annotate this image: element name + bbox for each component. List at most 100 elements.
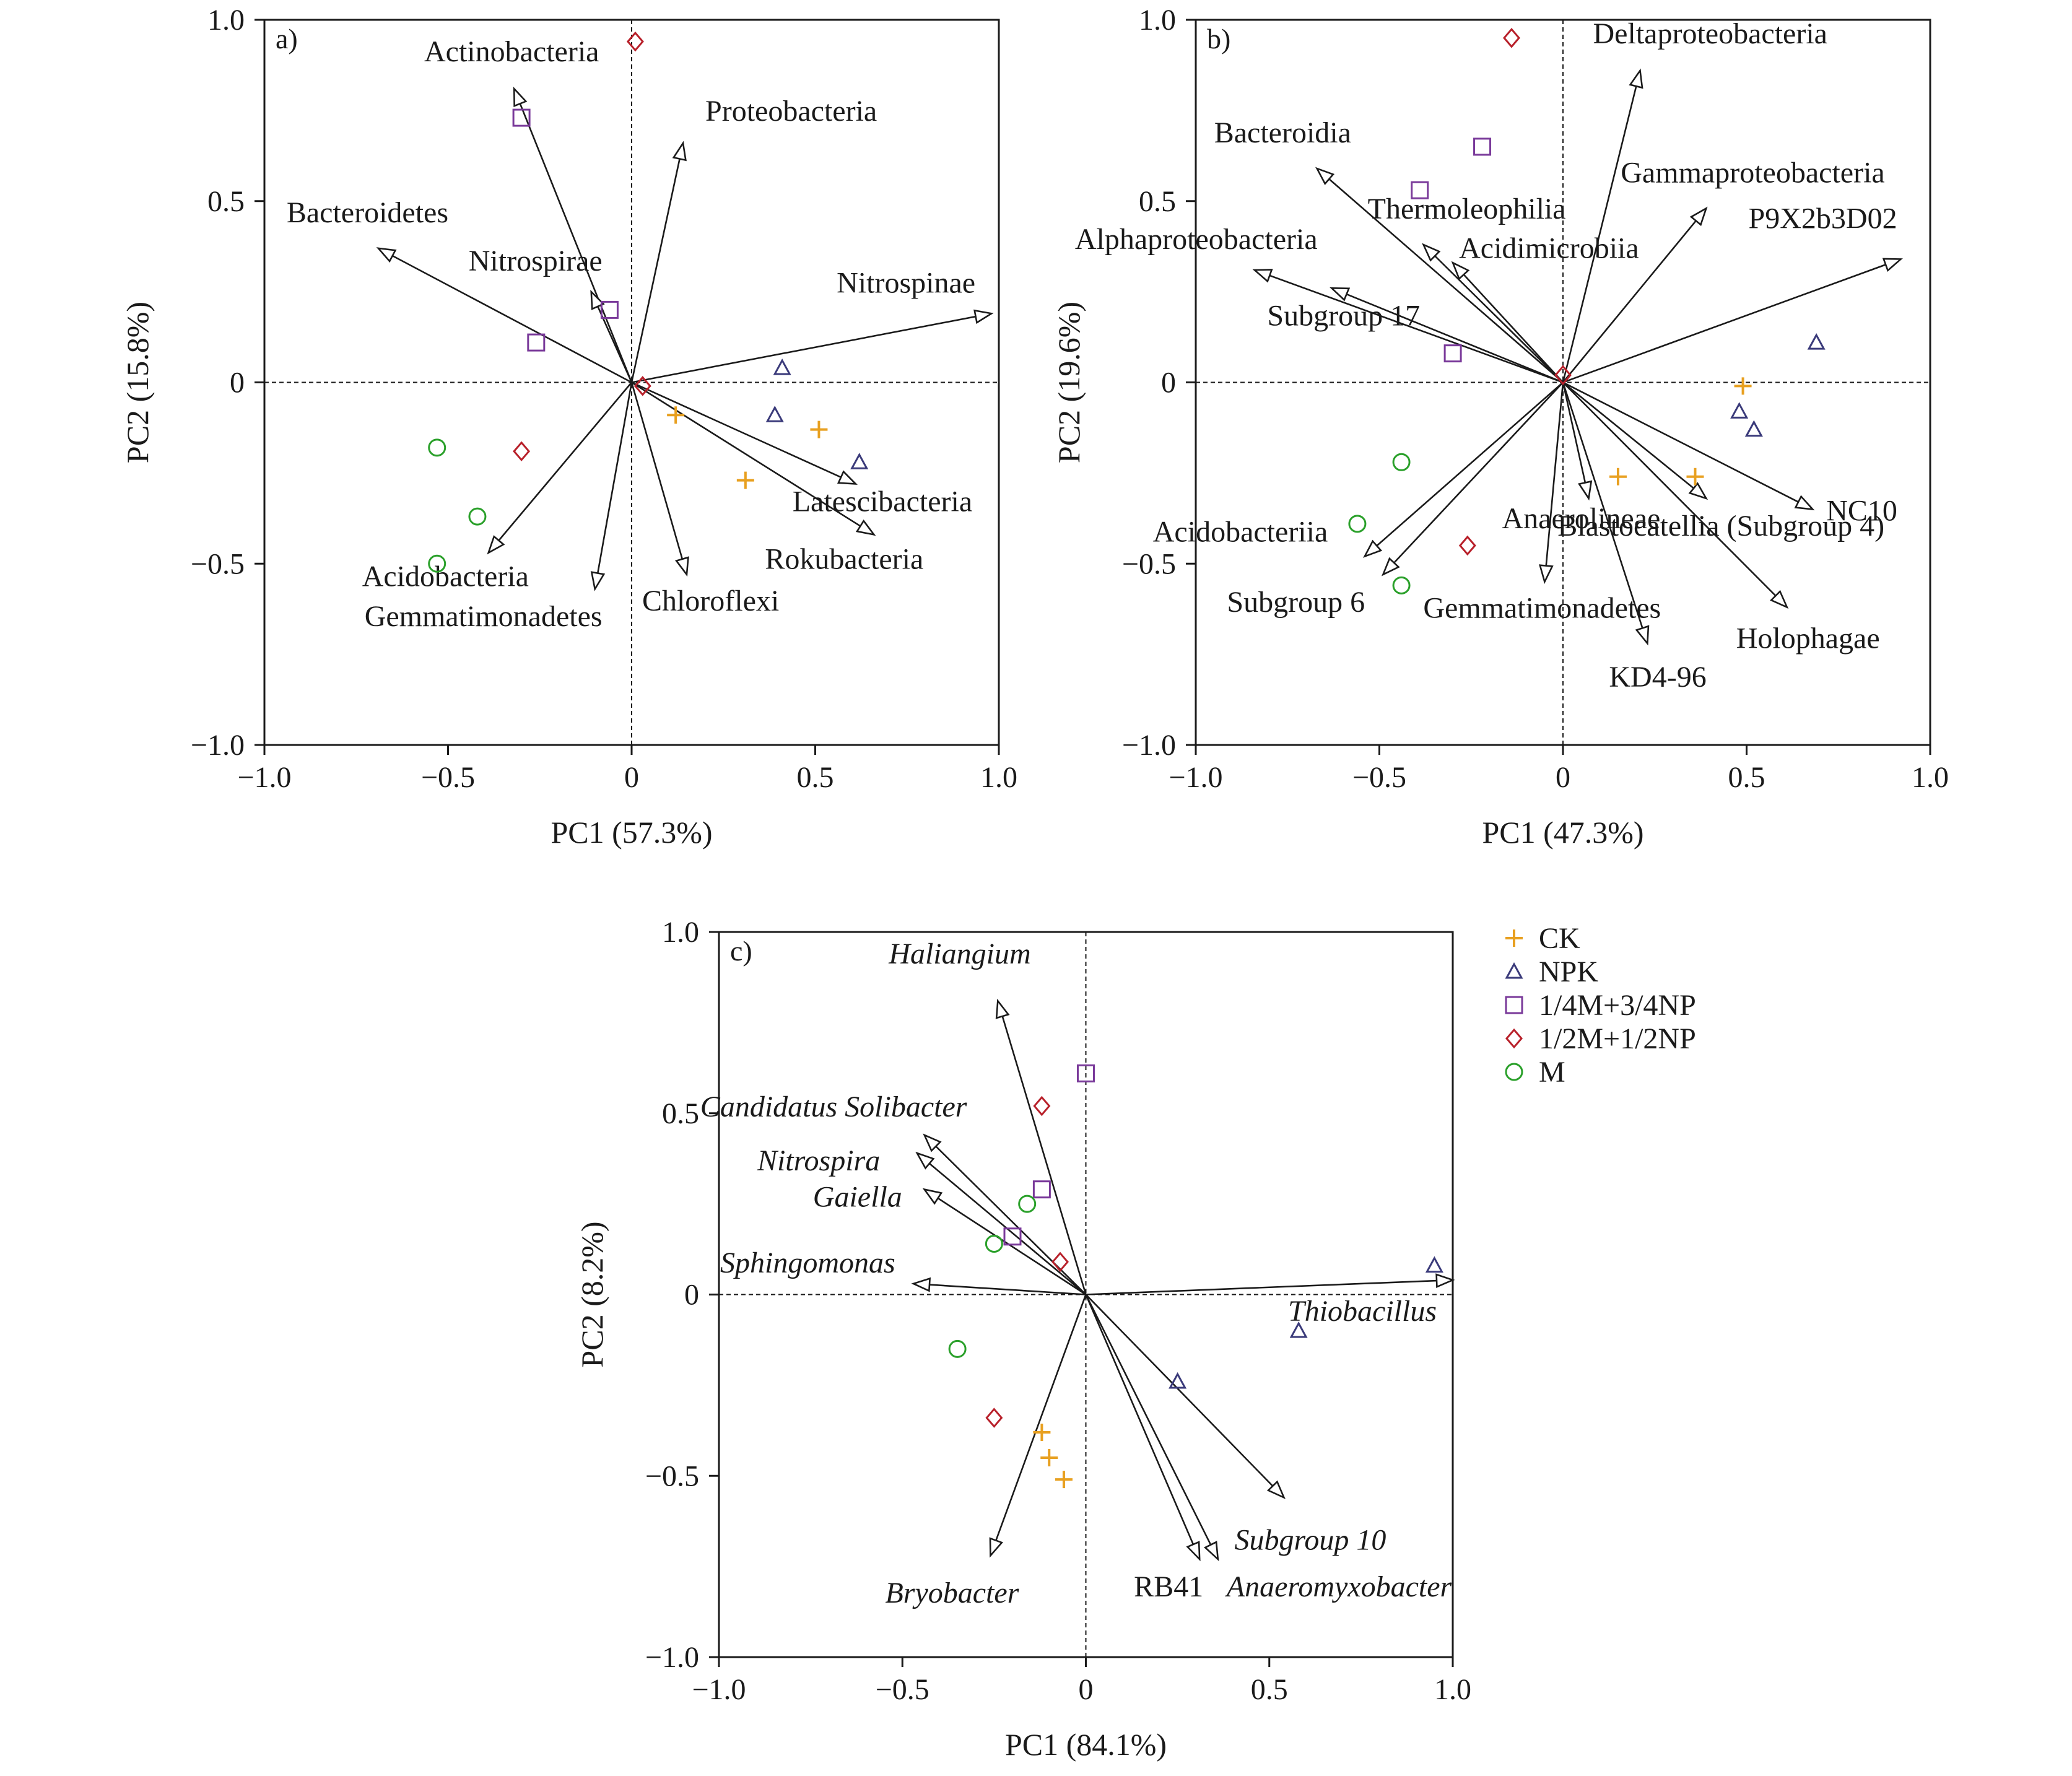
x-tick-label: 1.0	[1434, 1673, 1471, 1706]
y-tick-label: −0.5	[645, 1460, 699, 1492]
vector-label: Holophagae	[1736, 622, 1880, 655]
vector-line	[990, 1294, 1087, 1556]
vector-line	[1562, 381, 1707, 499]
x-tick-label: 0	[624, 761, 639, 794]
vector-arrowhead	[1629, 68, 1643, 89]
vector-gemmatimonadetes: Gemmatimonadetes	[1423, 382, 1661, 625]
vector-arrowhead	[837, 470, 858, 485]
x-tick-label: 1.0	[980, 761, 1017, 794]
vector-arrowhead	[1882, 258, 1903, 272]
vector-rb41: RB41	[1085, 1294, 1203, 1603]
vector-arrowhead	[1315, 167, 1335, 185]
vector-line	[1085, 1294, 1219, 1560]
vector-line	[916, 1152, 1087, 1295]
vector-line	[1085, 1294, 1285, 1499]
sample-point-ck	[810, 420, 828, 438]
vector-arrowhead	[1635, 625, 1650, 646]
y-tick-label: −0.5	[191, 547, 245, 580]
vector-line	[1562, 381, 1813, 510]
vector-arrowhead	[1794, 495, 1815, 511]
vector-line	[1562, 70, 1641, 383]
sample-point-q	[527, 333, 546, 352]
vector-line	[1331, 287, 1564, 383]
x-tick-label: −1.0	[237, 761, 291, 794]
vector-label: P9X2b3D02	[1749, 202, 1897, 235]
x-tick-label: 0.5	[797, 761, 834, 794]
vector-line	[631, 312, 992, 383]
panel-letter: b)	[1207, 23, 1230, 54]
vector-anaerolineae: Anaerolineae	[1502, 382, 1661, 535]
vector-line	[1544, 382, 1564, 582]
vector-label: Gemmatimonadetes	[365, 600, 603, 633]
vector-arrowhead	[1381, 557, 1400, 577]
vector-line	[913, 1282, 1086, 1295]
legend-item-npk: NPK	[1505, 955, 1598, 988]
vector-arrowhead	[995, 998, 1010, 1019]
vector-arrowhead	[922, 1188, 943, 1205]
vector-label: Anaeromyxobacter	[1225, 1570, 1452, 1603]
x-axis-title: PC1 (57.3%)	[551, 815, 712, 850]
vector-gammaproteobacteria: Gammaproteobacteria	[1562, 156, 1885, 383]
vector-arrowhead	[1688, 482, 1709, 500]
vector-line	[378, 247, 632, 383]
vector-arrowhead	[915, 1151, 935, 1170]
sample-point-npk	[1425, 1256, 1443, 1273]
x-tick-label: −0.5	[1352, 761, 1406, 794]
vector-label: Blastocatellia (Subgroup 4)	[1557, 510, 1884, 542]
vector-deltaproteobacteria: Deltaproteobacteria	[1562, 17, 1827, 383]
vector-nitrospinae: Nitrospinae	[631, 266, 994, 383]
legend-marker-triangle	[1505, 962, 1523, 979]
vector-label: Anaerolineae	[1502, 502, 1661, 535]
legend-item-m: M	[1505, 1056, 1565, 1089]
y-tick-label: 0	[230, 367, 245, 399]
vector-arrowhead	[1422, 243, 1441, 262]
vector-haliangium: Haliangium	[888, 938, 1087, 1295]
sample-point-m	[428, 438, 446, 457]
sample-point-ck	[1734, 377, 1752, 395]
vector-arrowhead	[1435, 1273, 1455, 1289]
legend-label: NPK	[1539, 955, 1598, 988]
y-tick-label: −1.0	[1122, 729, 1176, 762]
vector-arrowhead	[590, 289, 605, 310]
x-tick-label: 0	[1079, 1673, 1094, 1706]
sample-point-q	[1032, 1180, 1051, 1199]
vector-bacteroidetes: Bacteroidetes	[287, 196, 632, 383]
vector-line	[1422, 244, 1564, 383]
vector-line	[630, 142, 684, 383]
vector-proteobacteria: Proteobacteria	[630, 95, 877, 383]
sample-point-q	[1077, 1064, 1095, 1082]
y-tick-label: 1.0	[662, 916, 699, 949]
vector-label: Alphaproteobacteria	[1075, 223, 1318, 256]
legend-marker-plus	[1505, 929, 1523, 947]
vector-label: Nitrospirae	[469, 245, 603, 277]
x-tick-label: −0.5	[421, 761, 475, 794]
vector-label: Subgroup 17	[1267, 299, 1420, 332]
x-tick-label: −1.0	[692, 1673, 746, 1706]
sample-point-m	[1392, 453, 1411, 471]
vector-label: Haliangium	[888, 938, 1030, 970]
vector-label: Candidatus Solibacter	[700, 1090, 967, 1123]
vector-arrowhead	[1770, 590, 1789, 609]
vector-bacteroidia: Bacteroidia	[1214, 116, 1564, 383]
x-tick-label: 0.5	[1251, 1673, 1288, 1706]
sample-point-npk	[1744, 420, 1763, 437]
vector-gemmatimonadetes: Gemmatimonadetes	[365, 382, 633, 633]
y-tick-label: 1.0	[207, 4, 245, 37]
vector-label: Sphingomonas	[720, 1247, 895, 1279]
sample-point-m	[985, 1235, 1003, 1253]
vector-label: Nitrospira	[757, 1144, 880, 1177]
vector-line	[1562, 382, 1590, 499]
panel-letter: a)	[276, 23, 298, 54]
vector-blastocatellia-subgroup-4: Blastocatellia (Subgroup 4)	[1557, 381, 1884, 542]
vector-acidobacteriia: Acidobacteriia	[1153, 381, 1564, 558]
vector-thermoleophilia: Thermoleophilia	[1368, 193, 1566, 383]
vector-label: Latescibacteria	[793, 485, 972, 518]
y-axis-title: PC2 (8.2%)	[575, 1221, 609, 1367]
vector-line	[1562, 381, 1788, 608]
y-tick-label: −0.5	[1122, 547, 1176, 580]
sample-point-npk	[850, 453, 869, 469]
sample-point-h	[985, 1408, 1003, 1428]
vector-label: Thermoleophilia	[1368, 193, 1566, 225]
vector-holophagae: Holophagae	[1562, 381, 1880, 655]
